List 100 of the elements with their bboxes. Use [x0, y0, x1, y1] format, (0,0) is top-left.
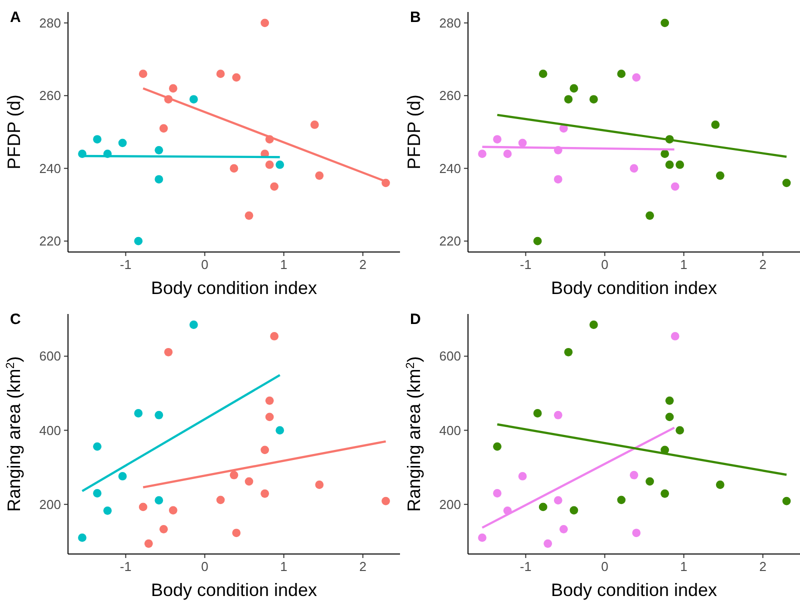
point — [216, 496, 225, 504]
x-tick-label: 2 — [759, 257, 766, 272]
point — [646, 211, 654, 220]
point — [230, 470, 238, 480]
y-tick-label: 280 — [39, 15, 61, 30]
point — [189, 320, 198, 329]
point — [168, 506, 178, 514]
y-axis-title: PFDP (d) — [404, 94, 424, 170]
point — [554, 175, 562, 184]
point — [564, 95, 573, 104]
point — [216, 70, 225, 78]
point — [589, 95, 598, 104]
y-tick-label: 280 — [439, 15, 461, 30]
point — [310, 120, 319, 129]
point — [270, 332, 279, 340]
point — [676, 160, 684, 169]
point — [570, 506, 578, 514]
point — [315, 171, 324, 180]
point — [93, 442, 102, 451]
y-tick-label: 220 — [39, 234, 61, 249]
x-tick-label: 2 — [359, 257, 366, 272]
point — [711, 120, 720, 129]
point — [154, 410, 164, 420]
point — [630, 470, 638, 480]
point — [716, 171, 724, 180]
x-tick-label: -1 — [120, 257, 132, 272]
point — [665, 160, 674, 169]
point — [716, 480, 724, 489]
point — [134, 236, 143, 246]
point — [154, 496, 164, 504]
y-tick-label: 400 — [439, 422, 461, 438]
chart-title: C — [10, 311, 21, 328]
point — [589, 320, 598, 329]
point — [670, 332, 680, 340]
point — [138, 70, 148, 78]
x-tick-label: -1 — [120, 559, 132, 574]
point — [533, 236, 542, 246]
point — [78, 534, 86, 542]
point — [260, 18, 270, 28]
y-tick-label: 240 — [439, 160, 461, 176]
point — [538, 70, 548, 78]
point — [617, 496, 626, 504]
point — [570, 84, 578, 93]
point — [538, 502, 548, 512]
point — [93, 489, 102, 498]
x-axis-title: Body condition index — [550, 278, 718, 298]
point — [382, 496, 390, 506]
x-tick-label: 2 — [359, 559, 366, 574]
point — [103, 506, 112, 515]
point — [503, 150, 512, 158]
point — [159, 124, 168, 133]
point — [232, 73, 241, 82]
point — [189, 95, 198, 104]
x-tick-label: 0 — [201, 559, 208, 574]
x-tick-label: 0 — [601, 559, 608, 574]
point — [660, 150, 670, 158]
point — [646, 477, 654, 486]
point — [660, 489, 670, 498]
point — [144, 539, 153, 548]
point — [260, 489, 270, 498]
point — [164, 348, 173, 356]
point — [782, 496, 791, 506]
x-tick-label: 1 — [680, 257, 688, 272]
point — [554, 410, 562, 420]
y-tick-label: 260 — [39, 88, 61, 104]
point — [617, 70, 626, 78]
point — [493, 135, 502, 144]
point — [782, 178, 791, 188]
x-tick-label: 0 — [201, 257, 208, 272]
point — [665, 396, 674, 405]
chart-title: D — [410, 311, 421, 328]
point — [554, 496, 562, 504]
y-tick-label: 600 — [39, 348, 61, 364]
x-tick-label: 1 — [280, 559, 288, 574]
point — [632, 528, 641, 538]
y-axis-title: PFDP (d) — [4, 94, 24, 170]
point — [665, 412, 674, 422]
point — [134, 409, 143, 418]
y-tick-label: 200 — [439, 496, 461, 512]
y-tick-label: 260 — [439, 88, 461, 104]
chart-title: B — [410, 9, 421, 26]
point — [670, 182, 680, 191]
point — [478, 534, 486, 542]
point — [276, 426, 284, 434]
x-tick-label: 0 — [601, 257, 608, 272]
x-tick-label: 1 — [680, 559, 688, 574]
x-tick-label: 2 — [759, 559, 766, 574]
y-tick-label: 240 — [39, 160, 61, 176]
x-tick-label: -1 — [520, 257, 532, 272]
point — [232, 528, 241, 538]
point — [676, 426, 684, 434]
point — [564, 348, 573, 356]
y-tick-label: 220 — [439, 234, 461, 249]
point — [168, 84, 178, 93]
point — [265, 160, 274, 169]
point — [154, 175, 164, 184]
point — [230, 164, 238, 173]
point — [493, 442, 502, 451]
point — [276, 160, 284, 169]
point — [493, 489, 502, 498]
